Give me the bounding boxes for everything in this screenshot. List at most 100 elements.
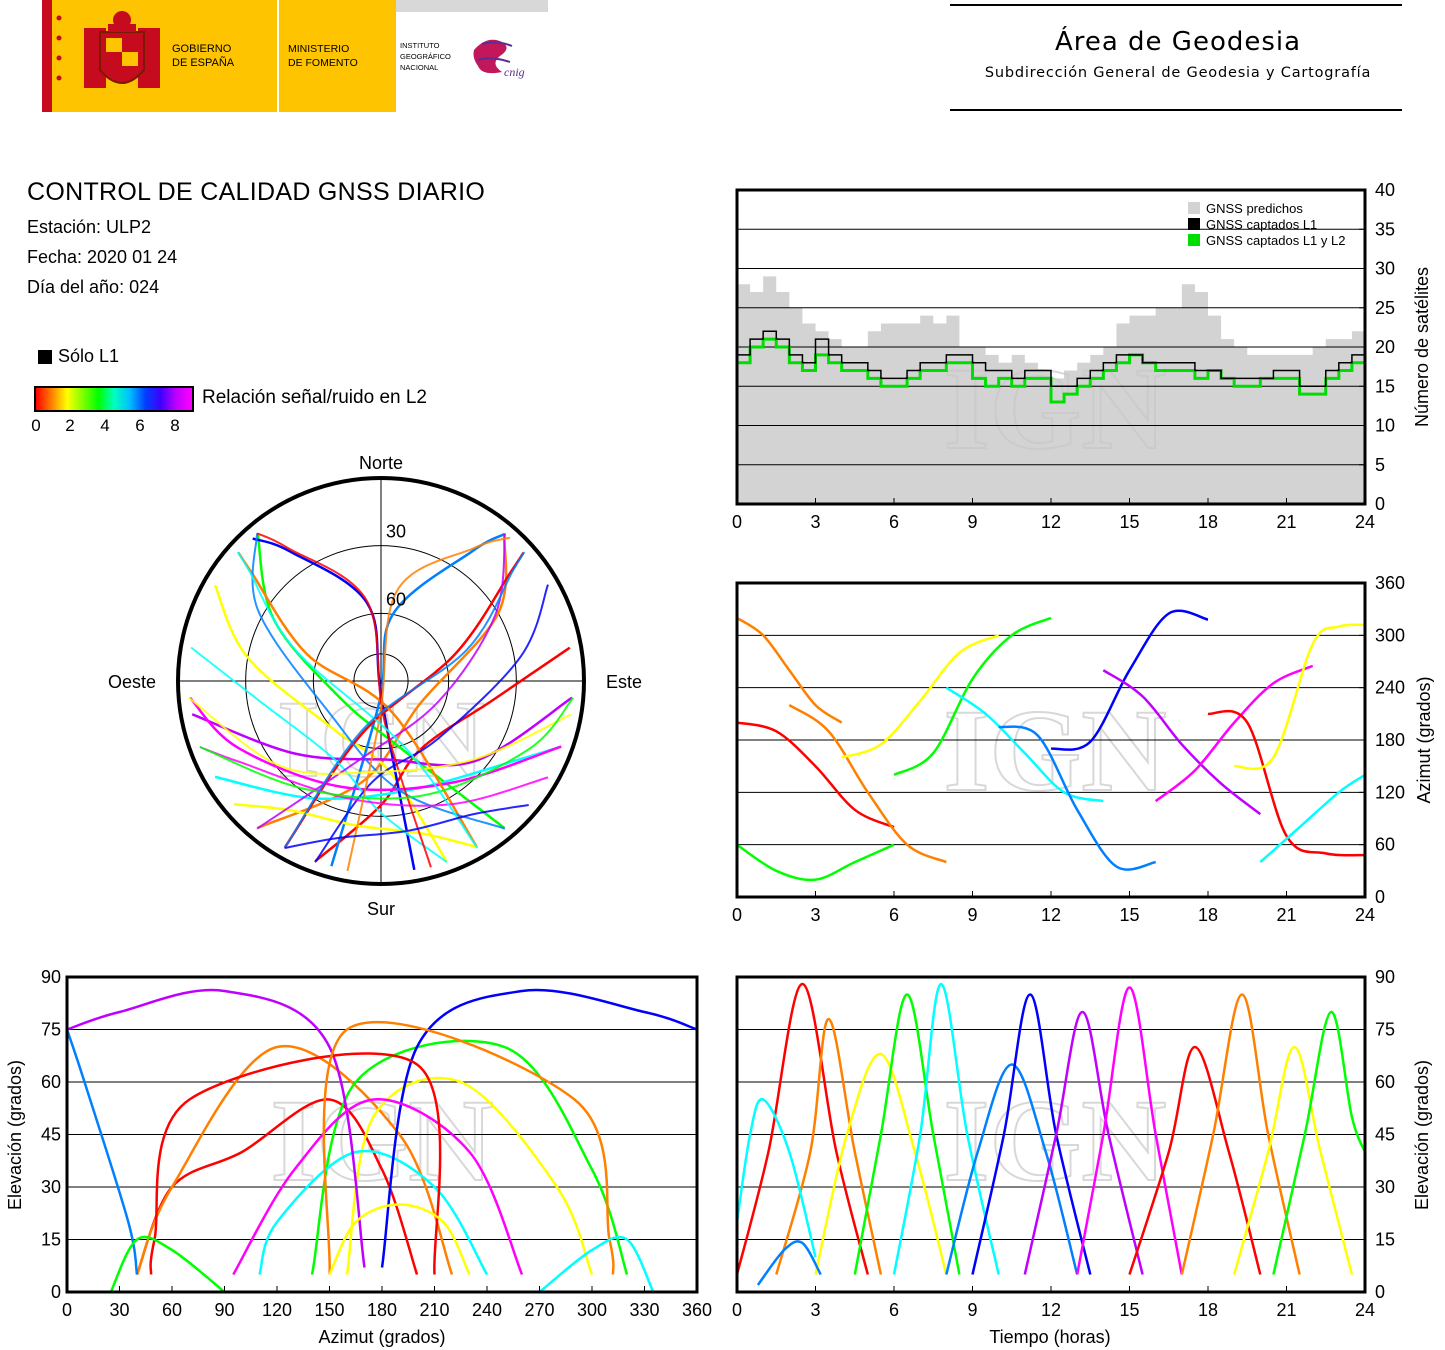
- eltime-ytick-label: 60: [1375, 1072, 1395, 1092]
- ign-box-top: [396, 0, 548, 12]
- aztime-xtick-label: 0: [732, 905, 742, 925]
- eltime-ytick-label: 0: [1375, 1282, 1385, 1302]
- cnig-wordmark: cnig: [504, 65, 525, 79]
- azimuth-track: [737, 843, 895, 882]
- snr-tick: 6: [135, 416, 145, 435]
- elaz-xtick-label: 90: [214, 1300, 234, 1320]
- elevation-azimuth-track: [135, 1044, 454, 1275]
- elaz-frame: [65, 975, 699, 1294]
- skyplot-track: [346, 536, 511, 872]
- skyplot-track: [191, 696, 573, 767]
- skyplot-track: [284, 804, 529, 849]
- eltime-xtick-label: 6: [889, 1300, 899, 1320]
- elevation-time-track: [1023, 1010, 1144, 1275]
- ign-watermark: IGN: [271, 1075, 494, 1206]
- elevation-time-track: [1180, 993, 1301, 1275]
- aztime-ylabel: Azimut (grados): [1414, 676, 1434, 803]
- legend-label: GNSS captados L1: [1206, 217, 1317, 232]
- legend-label: GNSS predichos: [1206, 201, 1303, 216]
- elevation-time-track: [945, 1063, 1079, 1275]
- eltime-ytick-label: 45: [1375, 1125, 1395, 1145]
- eltime-ytick-label: 30: [1375, 1177, 1395, 1197]
- elaz-ytick-label: 45: [41, 1125, 61, 1145]
- eltime-xtick-label: 18: [1198, 1300, 1218, 1320]
- area-header: Área de Geodesia Subdirección General de…: [950, 4, 1402, 111]
- eltime-ylabel: Elevación (grados): [1412, 1060, 1432, 1210]
- count-xtick-label: 3: [810, 512, 820, 532]
- eltime-frame: [735, 975, 1367, 1294]
- legend-swatch: [1188, 234, 1200, 246]
- snr-tick: 8: [170, 416, 180, 435]
- elevation-azimuth-track: [310, 1039, 629, 1275]
- ign-line2: GEOGRÁFICO: [400, 52, 451, 61]
- aztime-xtick-label: 21: [1276, 905, 1296, 925]
- elaz-xtick-label: 180: [367, 1300, 397, 1320]
- count-xtick-label: 12: [1041, 512, 1061, 532]
- aztime-xtick-label: 12: [1041, 905, 1061, 925]
- aztime-xtick-label: 15: [1119, 905, 1139, 925]
- direction-north: Norte: [359, 453, 403, 473]
- skyplot-track: [190, 646, 448, 864]
- ign-line3: NACIONAL: [400, 63, 438, 72]
- eltime-xlabel: Tiempo (horas): [989, 1327, 1110, 1347]
- skyplot-track: [189, 696, 562, 792]
- gov-line2: DE ESPAÑA: [172, 56, 235, 69]
- count-ytick-label: 25: [1375, 298, 1395, 318]
- azimuth-track: [1102, 669, 1262, 816]
- elaz-ytick-label: 30: [41, 1177, 61, 1197]
- skyplot-outline: [176, 476, 586, 886]
- eltime-xtick-label: 24: [1355, 1300, 1375, 1320]
- elaz-ytick-label: 60: [41, 1072, 61, 1092]
- elaz-tracks: [67, 988, 697, 1292]
- elevation-time-track: [1128, 1045, 1262, 1275]
- elaz-xtick-label: 270: [524, 1300, 554, 1320]
- eltime-xtick-label: 15: [1119, 1300, 1139, 1320]
- eltime-xtick-label: 3: [810, 1300, 820, 1320]
- aztime-xtick-label: 9: [967, 905, 977, 925]
- elaz-xtick-label: 60: [162, 1300, 182, 1320]
- elevation-azimuth-track: [67, 988, 366, 1268]
- elevation-azimuth-track: [345, 1076, 594, 1275]
- azimuth-track: [1050, 609, 1209, 751]
- elevation-time-track: [971, 993, 1092, 1275]
- elevation-azimuth-track: [328, 1203, 471, 1276]
- eltime-tracks: [737, 982, 1365, 1286]
- aztime-ytick-label: 60: [1375, 835, 1395, 855]
- date-line: Fecha: 2020 01 24: [27, 247, 178, 267]
- skyplot-track: [283, 551, 526, 849]
- snr-tick: 0: [31, 416, 41, 435]
- flag-stars-icon: [56, 15, 62, 81]
- direction-east: Este: [606, 672, 642, 692]
- azimuth-track: [737, 616, 843, 724]
- elevation-time-track: [737, 1098, 817, 1258]
- count-frame: [735, 188, 1367, 506]
- ign-line1: INSTITUTO: [400, 41, 440, 50]
- azimuth-track: [893, 616, 1052, 777]
- eltime-xtick-label: 12: [1041, 1300, 1061, 1320]
- snr-tick: 2: [65, 416, 75, 435]
- eltime-ytick-label: 15: [1375, 1230, 1395, 1250]
- eltime-xtick-label: 21: [1276, 1300, 1296, 1320]
- elaz-xtick-label: 210: [419, 1300, 449, 1320]
- elevation-azimuth-track: [538, 1235, 655, 1292]
- elaz-xtick-label: 120: [262, 1300, 292, 1320]
- aztime-xtick-label: 24: [1355, 905, 1375, 925]
- skyplot-track: [199, 697, 574, 800]
- azimuth-track: [788, 704, 947, 864]
- snr-colorbar: Relación señal/ruido en L2 0 2 4 6 8: [31, 386, 427, 435]
- elevation-time-track: [1232, 1045, 1354, 1275]
- aztime-ytick-label: 0: [1375, 887, 1385, 907]
- count-ytick-label: 30: [1375, 259, 1395, 279]
- skyplot-track: [188, 696, 572, 775]
- series-line-l1: [737, 330, 1366, 387]
- direction-west: Oeste: [108, 672, 156, 692]
- elevation-time-track: [892, 982, 1000, 1275]
- station-line: Estación: ULP2: [27, 217, 152, 237]
- elevation-time-track: [814, 1052, 948, 1275]
- count-xtick-label: 24: [1355, 512, 1375, 532]
- count-xtick-label: 21: [1276, 512, 1296, 532]
- series-line-l1-l2: [737, 337, 1367, 404]
